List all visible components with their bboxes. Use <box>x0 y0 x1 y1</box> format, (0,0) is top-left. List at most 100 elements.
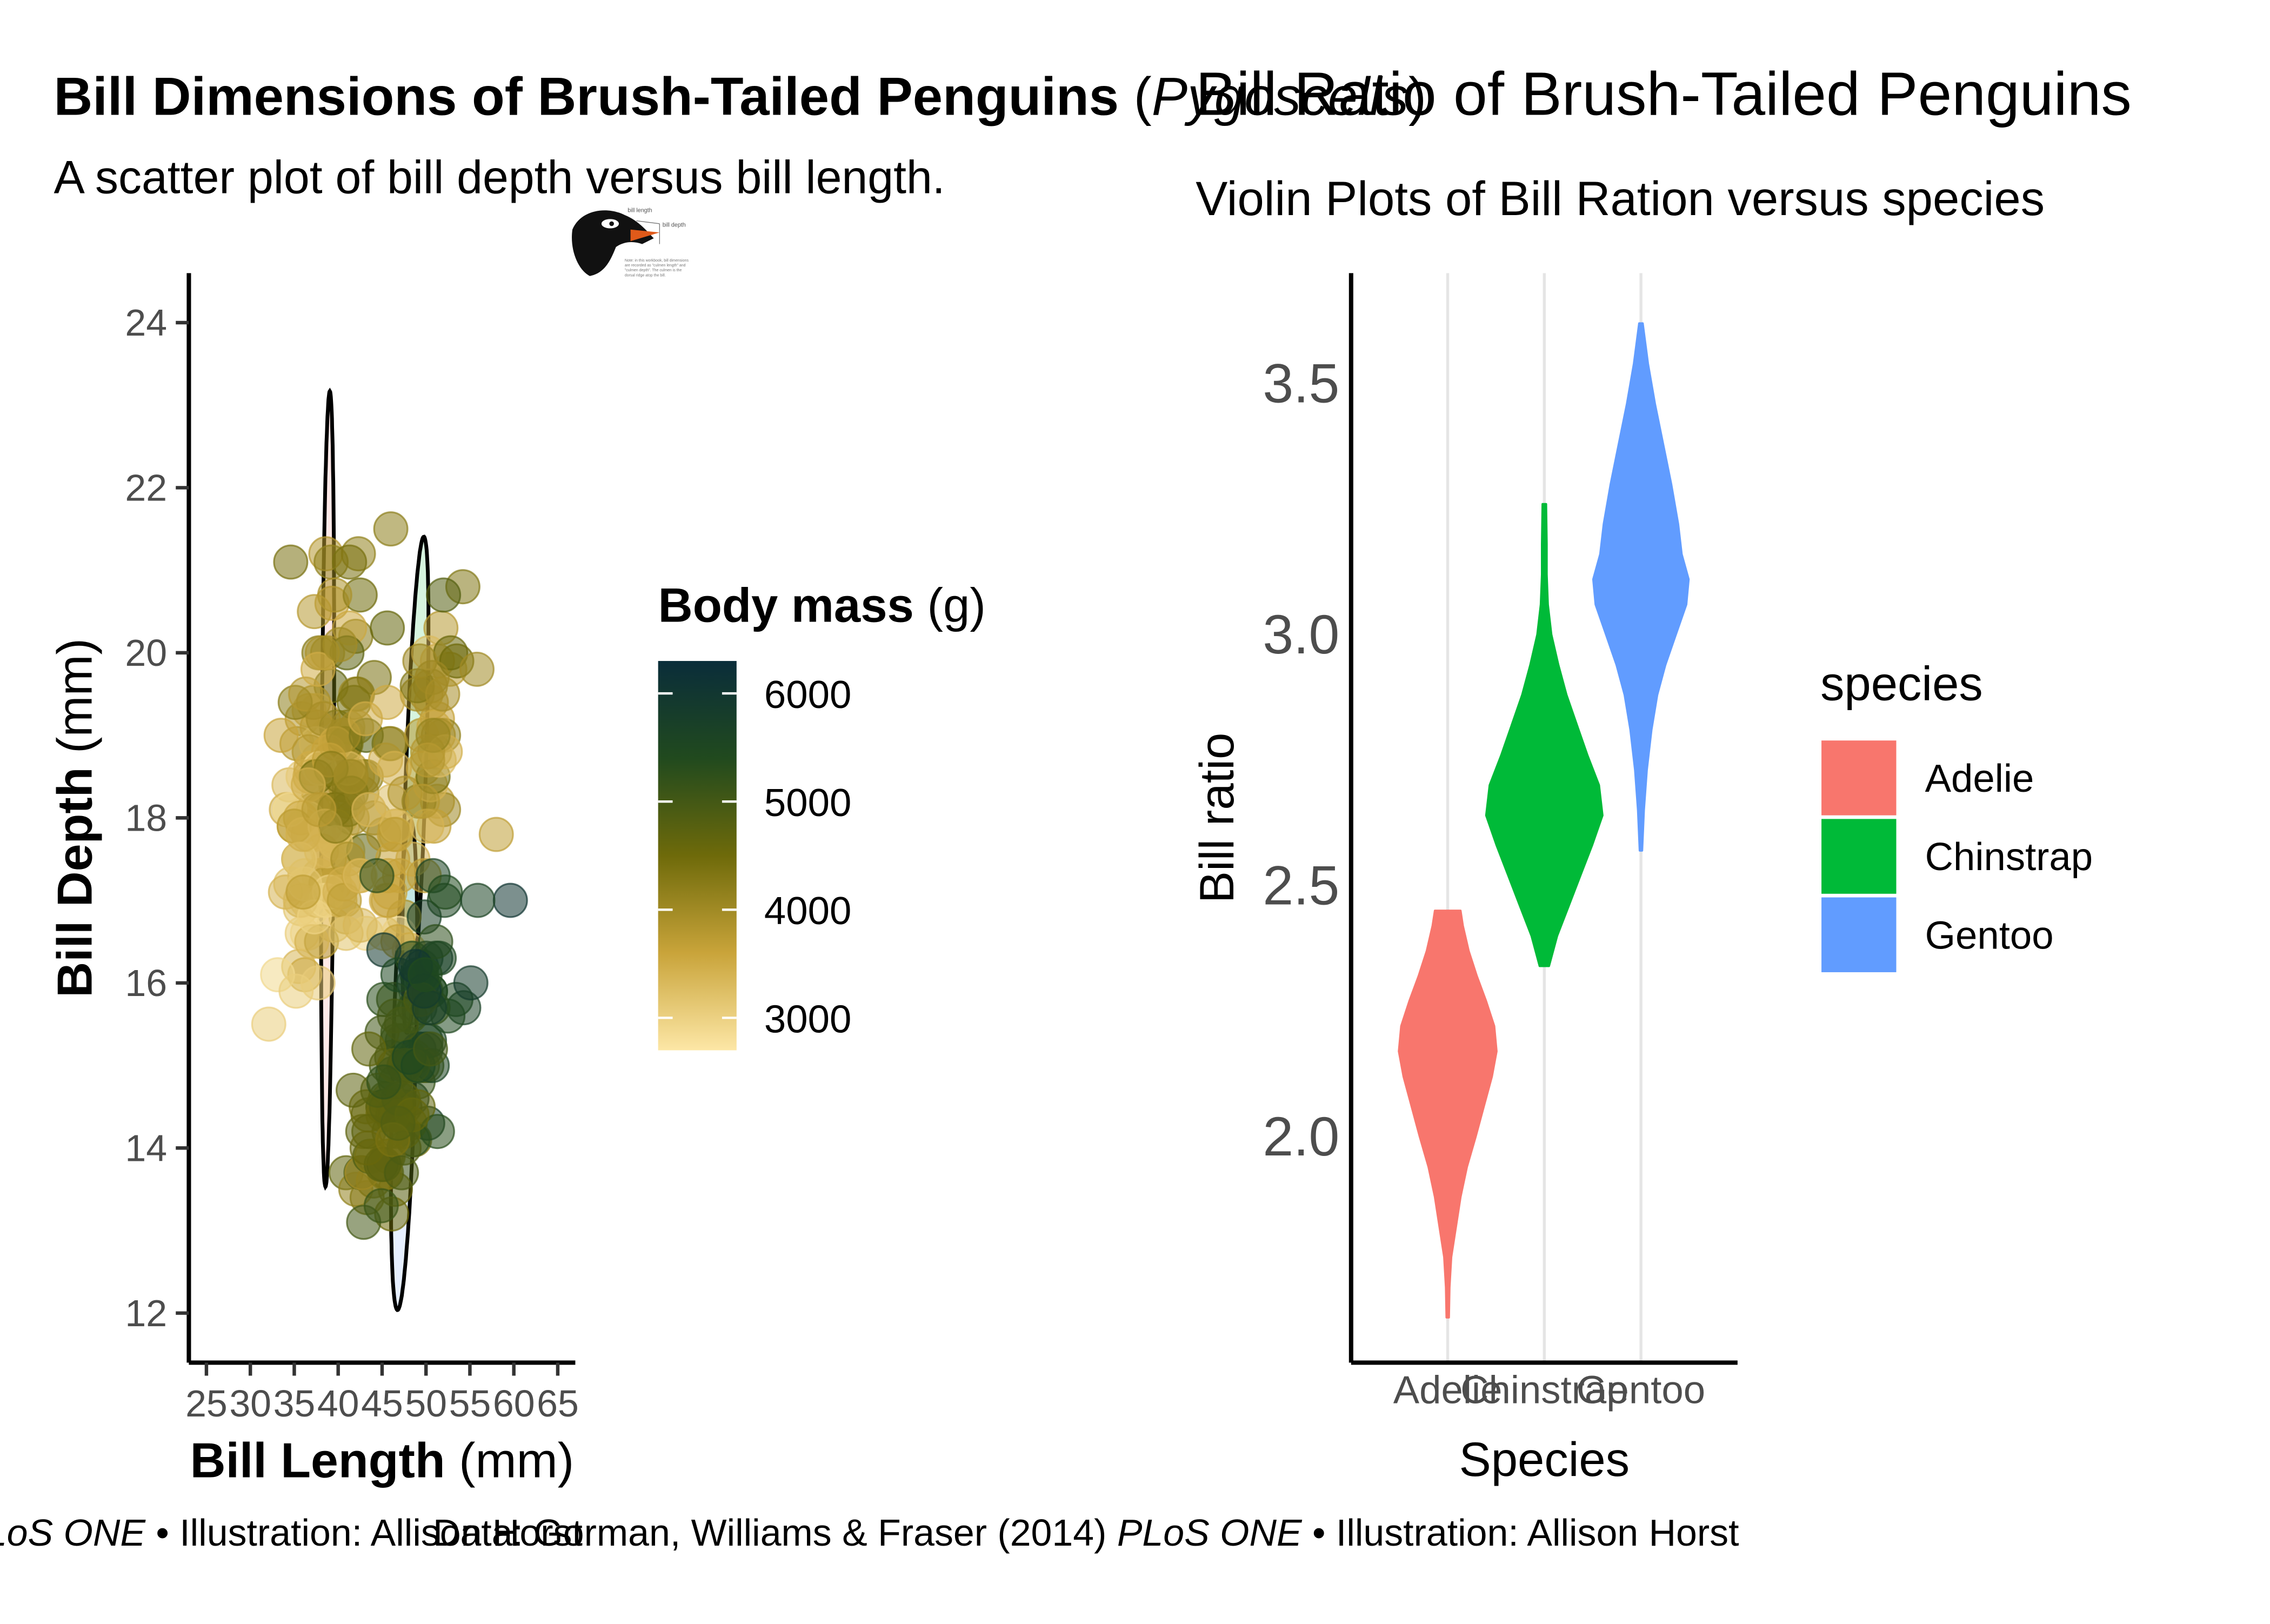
scatter-point <box>351 792 387 827</box>
scatter-point <box>419 1114 455 1150</box>
body-mass-legend: Body mass (g) 3000 4000 5000 6000 <box>658 578 986 1051</box>
scatter-point <box>405 784 440 819</box>
violin-chinstrap <box>1485 503 1604 967</box>
scatter-x-tick-label: 25 <box>185 1382 228 1425</box>
violin-gentoo <box>1592 322 1690 852</box>
scatter-point <box>366 1064 402 1100</box>
violin-x-tick-label: Gentoo <box>1577 1368 1705 1412</box>
scatter-point <box>492 883 528 918</box>
scatter-point <box>278 973 314 1009</box>
species-legend-title: species <box>1820 657 1983 711</box>
scatter-point <box>370 685 405 720</box>
scatter-x-tick-label: 35 <box>273 1382 316 1425</box>
scatter-y-tick-label: 12 <box>125 1292 167 1334</box>
scatter-point <box>285 874 321 910</box>
scatter-y-tick-label: 14 <box>125 1127 167 1169</box>
violin-y-axis-title: Bill ratio <box>1190 733 1244 903</box>
scatter-title: Bill Dimensions of Brush-Tailed Penguins… <box>54 66 1426 126</box>
scatter-point <box>301 792 337 827</box>
scatter-point <box>407 957 443 993</box>
species-legend-swatch-adelie <box>1819 738 1899 818</box>
scatter-point <box>263 718 299 753</box>
scatter-y-axis-title: Bill Depth (mm) <box>47 638 102 998</box>
inset-label-bill-depth: bill depth <box>663 222 686 228</box>
scatter-point <box>412 1031 448 1067</box>
violin-x-tick-label: Adelie <box>1393 1368 1503 1412</box>
inset-label-bill-length: bill length <box>627 207 652 213</box>
scatter-x-tick-label: 45 <box>361 1382 403 1425</box>
scatter-point <box>373 511 409 547</box>
scatter-point <box>322 627 358 663</box>
colorbar-ticks: 3000 4000 5000 6000 <box>658 673 851 1041</box>
violin-y-tick-label: 3.5 <box>1263 353 1339 415</box>
scatter-point <box>478 817 514 852</box>
scatter-point <box>251 1006 286 1042</box>
scatter-point <box>412 990 448 1026</box>
scatter-point <box>380 1105 416 1141</box>
scatter-point <box>459 651 495 687</box>
scatter-y-tick-label: 22 <box>125 467 167 509</box>
colorbar-tick-label: 3000 <box>764 997 851 1041</box>
violin-y-tick-label: 2.5 <box>1263 855 1339 917</box>
violin-y-tick-label: 3.0 <box>1263 604 1339 665</box>
colorbar-tick-label: 6000 <box>764 673 851 717</box>
scatter-point <box>370 610 405 646</box>
scatter-x-tick-label: 60 <box>493 1382 535 1425</box>
scatter-x-tick-label: 55 <box>449 1382 491 1425</box>
scatter-point <box>300 651 336 687</box>
species-legend-label-gentoo: Gentoo <box>1925 913 2054 957</box>
scatter-point <box>428 874 463 910</box>
caption-left: Data: Gorman, Williams & Fraser (2014) P… <box>0 1512 583 1554</box>
scatter-axes: 12 14 16 18 20 22 24 25 30 35 40 45 50 55 60 65 <box>125 273 579 1425</box>
scatter-point <box>359 858 395 893</box>
scatter-point <box>384 1155 419 1191</box>
scatter-point <box>335 1072 371 1108</box>
scatter-y-tick-label: 20 <box>125 632 167 674</box>
violin-adelie <box>1398 910 1498 1319</box>
violin-subtitle: Violin Plots of Bill Ration versus speci… <box>1196 172 2045 225</box>
scatter-point <box>384 1006 419 1042</box>
scatter-point <box>273 544 309 580</box>
scatter-point <box>410 742 445 778</box>
species-legend-items: Adelie Chinstrap Gentoo <box>1819 738 2093 974</box>
violin-x-tick-label: Chinstrap <box>1460 1368 1628 1412</box>
scatter-subtitle: A scatter plot of bill depth versus bill… <box>54 152 945 204</box>
scatter-x-tick-label: 65 <box>537 1382 579 1425</box>
colorbar-tick-label: 4000 <box>764 889 851 933</box>
species-legend: species Adelie Chinstrap Gentoo <box>1819 657 2093 974</box>
caption-right: Data: Gorman, Williams & Fraser (2014) P… <box>433 1512 1739 1554</box>
scatter-point <box>297 594 332 630</box>
scatter-x-tick-label: 30 <box>229 1382 271 1425</box>
scatter-y-tick-label: 24 <box>125 302 167 344</box>
violin-x-axis-title: Species <box>1459 1433 1630 1486</box>
colorbar-tick-label: 5000 <box>764 781 851 825</box>
scatter-point <box>453 965 489 1001</box>
scatter-points <box>251 511 528 1240</box>
violin-panel: Bill Ratio of Brush-Tailed Penguins Viol… <box>1190 59 2132 1486</box>
scatter-y-tick-label: 18 <box>125 797 167 839</box>
scatter-point <box>363 1188 399 1224</box>
scatter-title-main: Bill Dimensions of Brush-Tailed Penguins <box>54 66 1119 126</box>
scatter-x-tick-label: 40 <box>317 1382 359 1425</box>
scatter-point <box>332 544 368 580</box>
inset-note: Note: in this workbook, bill dimensions a… <box>625 259 689 277</box>
scatter-point <box>285 817 321 852</box>
species-legend-label-chinstrap: Chinstrap <box>1925 835 2093 879</box>
scatter-point <box>425 676 460 712</box>
scatter-x-axis-title: Bill Length (mm) <box>190 1433 575 1488</box>
scatter-panel: Bill Dimensions of Brush-Tailed Penguins… <box>47 66 1426 1488</box>
species-legend-swatch-gentoo <box>1819 895 1899 974</box>
species-legend-swatch-chinstrap <box>1819 817 1899 896</box>
scatter-point <box>460 883 496 918</box>
scatter-point <box>333 759 369 794</box>
scatter-title-genus: Pygoscelis <box>1152 66 1408 126</box>
scatter-point <box>402 643 438 679</box>
scatter-x-tick-label: 50 <box>405 1382 447 1425</box>
violin-title: Bill Ratio of Brush-Tailed Penguins <box>1196 59 2132 128</box>
species-legend-label-adelie: Adelie <box>1925 757 2034 800</box>
violin-shapes <box>1398 322 1690 1319</box>
legend-title-body-mass: Body mass (g) <box>658 578 986 632</box>
scatter-point <box>426 577 462 613</box>
